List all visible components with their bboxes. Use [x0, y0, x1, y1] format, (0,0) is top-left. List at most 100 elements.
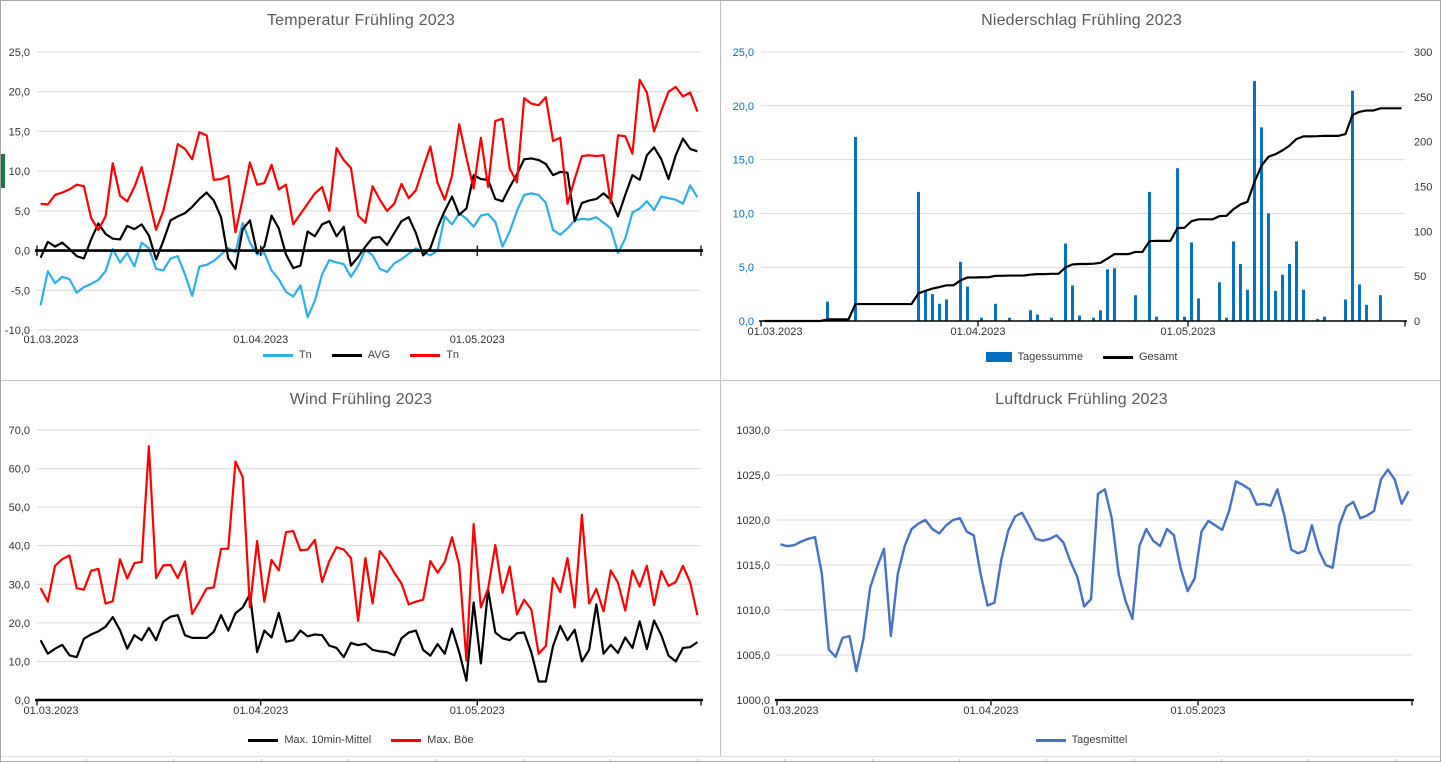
y2-axis-tick-label: 300: [1414, 47, 1432, 59]
y-axis-tick-label: 25,0: [9, 47, 30, 59]
bar-tagessumme: [1239, 263, 1242, 321]
x-axis-tick-label: 01.03.2023: [763, 705, 818, 717]
y-axis-tick-label: 60,0: [9, 464, 30, 476]
y-axis-tick-label: 1015,0: [736, 560, 770, 572]
series-tn: [40, 78, 699, 234]
bar-tagessumme: [1036, 314, 1039, 321]
worksheet-column-separator: [1046, 759, 1048, 761]
x-axis-tick-label: 01.03.2023: [23, 334, 78, 346]
bar-tagessumme: [917, 191, 920, 321]
worksheet-column-separator: [1395, 759, 1397, 761]
bar-tagessumme: [1029, 310, 1032, 321]
legend-item-tagessumme[interactable]: Tagessumme: [985, 351, 1083, 363]
y2-axis-tick-label: 250: [1414, 92, 1432, 104]
bar-tagessumme: [1323, 316, 1326, 321]
bar-tagessumme: [1225, 317, 1228, 321]
legend-temperature: Tn AVG Tn: [1, 349, 721, 361]
worksheet-column-separator: [1220, 759, 1222, 761]
bar-tagessumme: [1071, 285, 1074, 321]
legend-precipitation: Tagessumme Gesamt: [721, 351, 1440, 363]
x-axis-tick-label: 01.04.2023: [233, 705, 288, 717]
bar-tagessumme: [1218, 282, 1221, 321]
legend-item-tagesmittel[interactable]: Tagesmittel: [1035, 734, 1128, 746]
legend-item-avg[interactable]: AVG: [331, 349, 390, 361]
chart-panel-temperature[interactable]: 25,0 20,0 15,0 10,0 5,0 0,0 -5,0 -10,0 01.03.202…: [1, 1, 721, 380]
pressure-plot: 1030,0 1025,0 1020,0 1015,0 1010,0 1005,0 1000…: [736, 425, 1414, 717]
bar-tagessumme: [1232, 241, 1235, 321]
legend-line-swatch-cyan: [262, 353, 293, 357]
y-axis-tick-label: 0,0: [15, 695, 30, 707]
y2-axis-tick-label: 0: [1414, 316, 1420, 328]
bar-tagessumme: [1099, 310, 1102, 321]
bar-tagessumme: [826, 301, 829, 321]
line-gesamt: [764, 107, 1402, 323]
worksheet-column-separator: [959, 759, 960, 761]
legend-label: Tn: [298, 349, 312, 361]
y-axis-tick-label: 15,0: [9, 126, 30, 138]
x-axis-tick-label: 01.05.2023: [450, 705, 505, 717]
bar-tagessumme: [1197, 298, 1200, 321]
bar-tagessumme: [966, 286, 969, 321]
bar-tagessumme: [1064, 243, 1067, 321]
worksheet-column-separator: [347, 759, 349, 761]
bar-tagessumme: [1365, 304, 1368, 321]
legend-pressure: Tagesmittel: [721, 734, 1440, 746]
chart-title-pressure: Luftdruck Frühling 2023: [995, 391, 1168, 408]
sheet-accent-strip: [1, 154, 5, 188]
legend-label: Tn: [446, 349, 460, 361]
y-axis-tick-label: 30,0: [9, 579, 30, 591]
legend-label: Tagesmittel: [1071, 734, 1128, 746]
panel-divider-horizontal: [1, 380, 1440, 381]
bar-tagessumme: [945, 299, 948, 321]
worksheet-column-separator: [435, 759, 437, 761]
legend-item-gesamt[interactable]: Gesamt: [1102, 351, 1177, 363]
bar-tagessumme: [1295, 241, 1298, 321]
bar-tagessumme: [1302, 289, 1305, 321]
bar-tagessumme: [1134, 295, 1137, 321]
x-axis-tick-label: 01.03.2023: [23, 705, 78, 717]
x-axis-tick-label: 01.05.2023: [1171, 705, 1226, 717]
worksheet-column-separator: [697, 759, 699, 761]
chart-panel-precipitation[interactable]: 25,0 20,0 15,0 10,0 5,0 0,0 300 250 200 150 100 50 0…: [721, 1, 1440, 380]
worksheet-column-separator: [871, 759, 873, 761]
y-axis-tick-label: 1020,0: [736, 515, 770, 527]
bar-tagessumme: [1351, 90, 1354, 322]
legend-bar-swatch-blue: [985, 352, 1012, 362]
chart-panel-pressure[interactable]: 1030,0 1025,0 1020,0 1015,0 1010,0 1005,0 1000…: [721, 380, 1440, 756]
bar-tagessumme: [1267, 213, 1270, 321]
legend-item-max-boe[interactable]: Max. Böe: [391, 734, 474, 746]
x-axis-tick-label: 01.05.2023: [1160, 326, 1215, 338]
series-max.-böe: [39, 445, 699, 662]
y-axis-tick-label: 25,0: [733, 47, 754, 59]
legend-item-tn-min[interactable]: Tn: [262, 349, 312, 361]
x-axis-tick-label: 01.04.2023: [233, 334, 288, 346]
legend-label: Max. 10min-Mittel: [284, 734, 372, 746]
worksheet-columns-strip: [1, 756, 1440, 761]
bar-tagessumme: [994, 303, 997, 321]
y-axis-tick-label: 1005,0: [736, 650, 770, 662]
bar-tagessumme: [1316, 318, 1319, 321]
y-axis-tick-label: 10,0: [9, 166, 30, 178]
x-axis-tick-label: 01.03.2023: [747, 326, 802, 338]
bar-tagessumme: [1288, 263, 1291, 321]
y-axis-tick-label: 20,0: [9, 618, 30, 630]
panel-divider-vertical: [720, 1, 721, 756]
chart-panel-wind[interactable]: 70,0 60,0 50,0 40,0 30,0 20,0 10,0 0,0 01.03.202…: [1, 380, 721, 756]
legend-label: Tagessumme: [1017, 351, 1083, 363]
legend-item-tn-max[interactable]: Tn: [410, 349, 459, 361]
series-avg: [39, 137, 698, 270]
series-tagesmittel: [780, 468, 1410, 673]
series-max.-10min-mittel: [39, 588, 699, 683]
bar-tagessumme: [1113, 268, 1116, 321]
bar-tagessumme: [1050, 317, 1053, 321]
y-axis-tick-label: 1025,0: [736, 470, 770, 482]
y-axis-tick-label: 1000,0: [736, 695, 770, 707]
bar-tagessumme: [1274, 290, 1277, 321]
y2-axis-tick-label: 150: [1414, 182, 1432, 194]
y-axis-tick-label: 40,0: [9, 541, 30, 553]
y2-axis-tick-label: 100: [1414, 226, 1432, 238]
bar-tagessumme: [854, 137, 857, 321]
bar-tagessumme: [1190, 242, 1193, 321]
legend-item-10min-mittel[interactable]: Max. 10min-Mittel: [248, 734, 371, 746]
